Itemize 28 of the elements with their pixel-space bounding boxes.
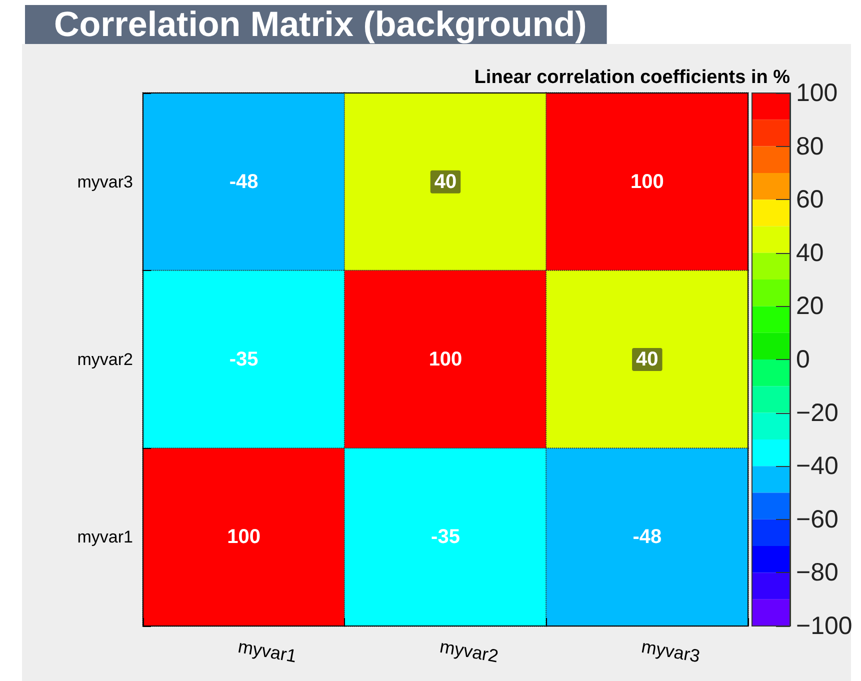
y-tick-label: myvar3 bbox=[77, 172, 133, 192]
data-label: 40 bbox=[434, 170, 457, 193]
data-label: 100 bbox=[428, 348, 462, 370]
color-bar-title: Linear correlation coefficients in % bbox=[474, 67, 790, 88]
color-bar-label: −60 bbox=[796, 505, 838, 534]
data-label: -48 bbox=[632, 526, 662, 548]
data-label: 100 bbox=[630, 170, 664, 193]
x-tick-label: myvar1 bbox=[236, 636, 298, 666]
color-bar-label: 40 bbox=[796, 238, 824, 267]
x-tick-label: myvar2 bbox=[438, 636, 500, 666]
color-bar-label: 20 bbox=[796, 292, 824, 320]
data-label: -48 bbox=[229, 170, 258, 193]
color-bar-label: 100 bbox=[796, 79, 838, 107]
data-label: 40 bbox=[636, 348, 658, 370]
color-bar-label: −40 bbox=[796, 452, 838, 480]
color-bar-label: −80 bbox=[796, 558, 838, 587]
y-tick-label: myvar2 bbox=[77, 350, 133, 369]
color-bar-label: 60 bbox=[796, 186, 824, 214]
x-tick-label: myvar3 bbox=[640, 636, 702, 666]
data-label: 100 bbox=[227, 526, 261, 548]
color-bar-label: 80 bbox=[796, 132, 824, 160]
y-tick-label: myvar1 bbox=[77, 528, 133, 547]
color-bar-label: −20 bbox=[796, 398, 838, 427]
color-bar-label: −100 bbox=[796, 612, 852, 640]
color-bar-label: 0 bbox=[796, 346, 810, 374]
chart-title: Correlation Matrix (background) bbox=[54, 5, 587, 44]
data-label: -35 bbox=[229, 348, 258, 370]
data-label: -35 bbox=[431, 526, 460, 548]
